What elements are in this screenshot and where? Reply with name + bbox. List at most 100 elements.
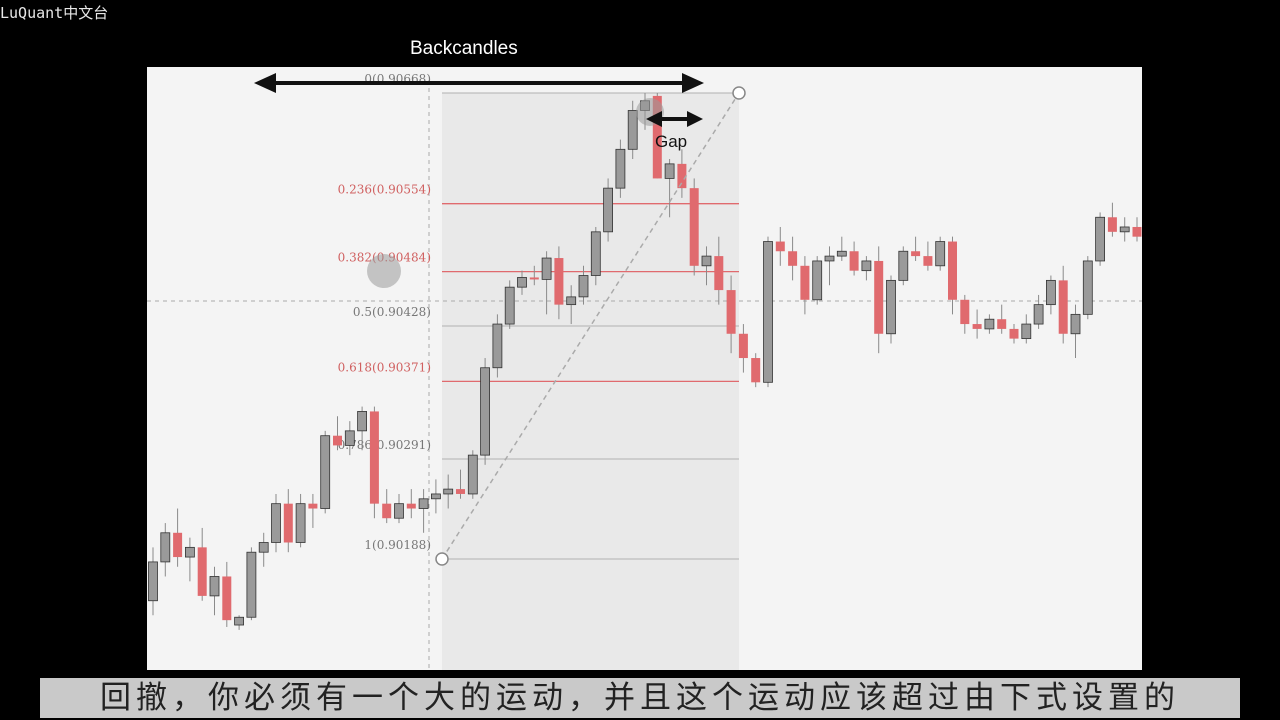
candle: [603, 178, 613, 242]
candle-body-bull: [1070, 313, 1081, 335]
candle-body-bear: [849, 251, 859, 271]
candle: [627, 100, 638, 160]
candle-body-bear: [726, 290, 736, 334]
candle-body-bull: [357, 411, 368, 432]
candle: [566, 285, 577, 325]
candle: [504, 280, 515, 329]
candle: [1021, 314, 1032, 344]
candle: [1046, 275, 1056, 315]
candle-body-bull: [603, 187, 613, 233]
candle-body-bull: [394, 503, 404, 519]
candle-body-bear: [997, 319, 1007, 329]
fib-trend-line: [441, 92, 740, 560]
candle-body-bear: [333, 435, 342, 446]
candle-body-bull: [898, 250, 909, 281]
candle: [1119, 217, 1130, 242]
candle-body-bull: [504, 286, 515, 325]
candle: [344, 421, 355, 456]
candle: [1082, 256, 1093, 320]
candle-body-bull: [1033, 304, 1044, 325]
candle-body-bull: [418, 498, 429, 509]
candle: [443, 474, 454, 509]
candle-body-bear: [456, 489, 465, 494]
candle: [197, 527, 207, 601]
candle-body-bear: [1107, 217, 1117, 232]
candle-body-bull: [627, 110, 638, 150]
candle: [1095, 212, 1105, 266]
candle: [898, 246, 909, 286]
candle-body-bull: [246, 551, 257, 618]
fib-label-0.786: 0.786(0.90291): [338, 438, 431, 452]
candle: [861, 256, 872, 281]
candle-body-bear: [775, 241, 785, 252]
candle: [836, 236, 847, 261]
candle-body-bull: [1021, 323, 1032, 340]
gap-arrow: [646, 111, 703, 127]
candle: [738, 324, 748, 373]
candle-body-bear: [677, 163, 687, 189]
fib-label-0.618: 0.618(0.90371): [338, 360, 431, 374]
candle: [357, 406, 368, 451]
candle: [160, 523, 171, 577]
candle-body-bull: [578, 275, 589, 298]
candle: [382, 489, 392, 524]
candle-body-bull: [812, 260, 823, 301]
candle-body-bull: [701, 255, 712, 267]
candle-body-bull: [209, 576, 220, 597]
candle: [320, 430, 331, 514]
candle-body-bull: [184, 546, 195, 558]
candle: [800, 256, 810, 315]
candle: [1107, 202, 1117, 237]
candle-body-bear: [911, 251, 921, 257]
candle: [923, 241, 933, 271]
candle: [480, 358, 491, 465]
fib-anchor-end[interactable]: [732, 86, 746, 100]
candle-body-bear: [369, 411, 379, 504]
candle: [714, 236, 724, 305]
candle: [246, 547, 257, 621]
candle: [430, 479, 441, 514]
candle-body-bull: [615, 148, 626, 189]
candle: [590, 226, 601, 286]
candle: [775, 226, 785, 266]
candle-body-bull: [467, 454, 478, 495]
candle: [406, 489, 416, 519]
candle-body-bear: [1058, 280, 1068, 334]
candles: [148, 93, 1142, 630]
candle: [726, 275, 736, 354]
candle: [271, 493, 281, 553]
fib-label-0.5: 0.5(0.90428): [353, 305, 431, 319]
candle: [812, 256, 823, 305]
candle: [492, 314, 503, 378]
candle-body-bear: [308, 503, 318, 509]
candle-body-bull: [1119, 226, 1130, 233]
candle-body-bear: [738, 333, 748, 359]
candle: [394, 493, 404, 524]
candle: [788, 236, 798, 281]
candle: [948, 236, 957, 315]
candle-body-bull: [590, 231, 601, 276]
fib-anchor-start[interactable]: [435, 552, 449, 566]
candle: [578, 265, 589, 305]
candle: [972, 309, 982, 339]
candle: [541, 251, 552, 315]
candle-body-bull: [480, 367, 491, 456]
candle-body-bear: [689, 188, 699, 266]
candle-body-bear: [1132, 226, 1142, 237]
candle: [222, 561, 232, 627]
candle: [295, 493, 306, 548]
candle-body-bull: [344, 430, 355, 446]
candle-body-bull: [258, 542, 269, 553]
candle: [960, 294, 970, 334]
candle-body-bear: [972, 324, 982, 329]
candle-body-bear: [283, 503, 293, 543]
candle-body-bear: [874, 260, 884, 334]
candle-body-bear: [788, 251, 798, 266]
candle-body-bull: [824, 255, 835, 262]
candle: [308, 493, 318, 528]
candle-body-bear: [173, 532, 183, 558]
candle-body-bull: [664, 163, 675, 179]
candle: [984, 314, 995, 334]
candle-body-bull: [320, 435, 331, 509]
candle: [1058, 265, 1068, 344]
